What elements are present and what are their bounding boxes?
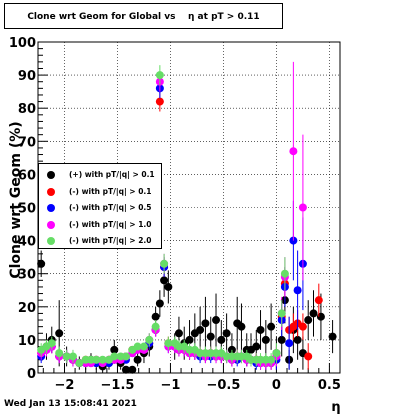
data-point xyxy=(174,329,183,338)
legend-entry: (+) with pT/|q| > 0.1 xyxy=(39,167,161,183)
x-tick-label: −0.5 xyxy=(206,378,240,393)
y-tick-label: 90 xyxy=(18,69,36,84)
data-point xyxy=(92,355,101,364)
data-point xyxy=(217,335,226,344)
data-point xyxy=(62,352,71,361)
data-point xyxy=(201,319,210,328)
y-tick-label: 50 xyxy=(18,202,36,217)
chart-title: Clone wrt Geom for Global vs η at pT > 0… xyxy=(4,3,283,29)
data-point xyxy=(280,269,289,278)
data-point xyxy=(110,352,119,361)
data-point xyxy=(160,276,169,285)
legend-marker xyxy=(47,187,55,196)
x-tick-label: −1 xyxy=(160,378,180,393)
data-point xyxy=(155,71,164,80)
y-tick-label: 60 xyxy=(18,168,36,183)
data-point xyxy=(55,349,64,358)
data-point xyxy=(128,365,137,374)
data-point xyxy=(237,322,246,331)
data-point xyxy=(110,345,119,354)
legend-label: (-) with pT/|q| > 0.1 xyxy=(69,186,152,196)
data-point xyxy=(293,286,302,295)
data-point xyxy=(160,259,169,268)
data-point xyxy=(155,299,164,308)
y-tick-label: 0 xyxy=(27,367,36,382)
data-point xyxy=(151,312,160,321)
data-point xyxy=(285,339,294,348)
legend-marker xyxy=(47,220,55,229)
data-point xyxy=(164,339,173,348)
data-point xyxy=(261,335,270,344)
data-point xyxy=(222,329,231,338)
legend-label: (+) with pT/|q| > 0.1 xyxy=(69,170,155,179)
data-point xyxy=(121,365,130,374)
y-tick-label: 40 xyxy=(18,235,36,250)
data-point xyxy=(75,359,84,368)
data-point xyxy=(277,335,286,344)
data-point xyxy=(316,312,325,321)
data-point xyxy=(298,203,307,212)
data-point xyxy=(314,296,323,305)
legend-entry: (-) with pT/|q| > 2.0 xyxy=(39,233,161,249)
data-point xyxy=(304,316,313,325)
data-point xyxy=(37,259,46,268)
y-tick-label: 30 xyxy=(18,268,36,283)
data-point xyxy=(206,332,215,341)
data-point xyxy=(309,309,318,318)
timestamp: Wed Jan 13 15:08:41 2021 xyxy=(4,399,137,409)
data-point xyxy=(145,335,154,344)
data-point xyxy=(164,282,173,291)
data-point xyxy=(98,355,107,364)
y-tick-label: 80 xyxy=(18,102,36,117)
legend-entry: (-) with pT/|q| > 0.5 xyxy=(39,200,161,216)
data-point xyxy=(121,352,130,361)
data-point xyxy=(289,147,298,156)
y-tick-label: 10 xyxy=(18,334,36,349)
y-axis-label: Clone wrt Geom (%) xyxy=(8,121,24,278)
data-point xyxy=(185,335,194,344)
legend-label: (-) with pT/|q| > 2.0 xyxy=(69,236,152,245)
x-tick-label: −2 xyxy=(55,378,75,393)
x-tick-label: 0 xyxy=(272,378,281,393)
data-point xyxy=(139,342,148,351)
data-point xyxy=(293,335,302,344)
data-point xyxy=(196,325,205,334)
y-tick-label: 20 xyxy=(18,301,36,316)
data-point xyxy=(55,329,64,338)
y-tick-label: 100 xyxy=(9,36,36,51)
data-point xyxy=(47,339,56,348)
data-point xyxy=(304,352,313,361)
legend-entry: (-) with pT/|q| > 1.0 xyxy=(39,217,161,233)
legend-entry: (-) with pT/|q| > 0.1 xyxy=(39,184,161,200)
data-point xyxy=(267,355,276,364)
data-point xyxy=(151,322,160,331)
legend-marker xyxy=(47,237,55,245)
x-tick-label: −1.5 xyxy=(101,378,135,393)
data-point xyxy=(252,342,261,351)
legend-label: (-) with pT/|q| > 0.5 xyxy=(69,203,152,212)
legend: (+) with pT/|q| > 0.1 (-) with pT/|q| > 0… xyxy=(38,163,162,249)
data-point xyxy=(68,352,77,361)
legend-marker xyxy=(47,204,55,212)
data-point xyxy=(298,322,307,331)
data-point xyxy=(256,325,265,334)
data-point xyxy=(272,349,281,358)
series-5 xyxy=(37,65,289,368)
data-point xyxy=(267,322,276,331)
y-tick-label: 70 xyxy=(18,135,36,150)
data-point xyxy=(212,316,221,325)
legend-marker xyxy=(47,171,55,179)
legend-label: (-) with pT/|q| > 1.0 xyxy=(69,219,152,229)
data-point xyxy=(133,355,142,364)
data-point xyxy=(155,97,164,106)
data-marks xyxy=(37,61,337,374)
x-axis-label: η xyxy=(331,400,340,414)
data-point xyxy=(328,332,337,341)
data-point xyxy=(277,309,286,318)
data-point xyxy=(133,342,142,351)
x-tick-label: 0.5 xyxy=(318,378,341,393)
